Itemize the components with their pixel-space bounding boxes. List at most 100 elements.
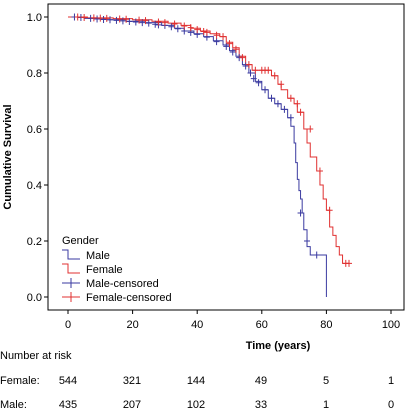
censor-mark-male [255, 79, 262, 87]
risk-rows: Female: 544 321 144 49 5 1 Male: 435 207 102 33 1 0 [0, 375, 394, 408]
x-axis-title: Time (years) [246, 340, 311, 352]
legend-label: Male-censored [86, 278, 159, 290]
censor-mark-female [200, 28, 207, 36]
censor-mark-female [194, 26, 201, 34]
censor-mark-female [265, 66, 272, 74]
risk-value: 33 [255, 399, 267, 408]
x-tick-label: 0 [65, 319, 71, 331]
censor-mark-female [297, 108, 304, 116]
censor-mark-female [181, 22, 188, 30]
censor-mark-male [213, 38, 220, 46]
censor-mark-female [90, 14, 97, 22]
risk-value: 49 [255, 375, 267, 387]
legend-swatch [62, 278, 80, 288]
censor-mark-male [168, 23, 175, 31]
censor-mark-male [229, 48, 236, 56]
censor-mark-female [232, 45, 239, 53]
curve-female [68, 16, 350, 264]
x-tick-label: 60 [256, 319, 268, 331]
plot-frame [47, 3, 405, 311]
risk-value: 0 [388, 399, 394, 408]
censor-mark-female [271, 72, 278, 80]
censor-mark-male [304, 237, 311, 245]
x-tick-label: 40 [191, 319, 203, 331]
risk-value: 321 [123, 375, 141, 387]
risk-value: 544 [59, 375, 77, 387]
censor-mark-male [250, 75, 257, 83]
risk-value: 1 [388, 375, 394, 387]
censor-mark-male [247, 69, 254, 77]
censor-mark-female [123, 15, 130, 23]
censor-mark-male [274, 100, 281, 108]
y-axis-title: Cumulative Survival [2, 104, 14, 209]
x-tick-label: 80 [320, 319, 332, 331]
censor-mark-female [155, 18, 162, 26]
legend-label: Female [86, 264, 123, 276]
censor-mark-female [136, 16, 143, 24]
y-axis: 0.0 0.2 0.4 0.6 0.8 1.0 [27, 12, 48, 304]
censor-mark-female [346, 259, 353, 267]
y-tick-label: 1.0 [27, 12, 42, 24]
legend-items: Male Female Male-censored Female-censored [62, 249, 172, 304]
y-tick-label: 0.2 [27, 236, 42, 248]
censor-mark-female [220, 33, 227, 41]
censor-mark-female [74, 13, 81, 21]
censor-mark-male [262, 86, 269, 94]
legend-label: Male [86, 250, 110, 262]
legend-swatch [62, 249, 80, 260]
censor-mark-female [326, 206, 333, 214]
censor-marks [71, 13, 353, 267]
risk-value: 5 [323, 375, 329, 387]
censor-mark-female [245, 61, 252, 69]
risk-value: 102 [187, 399, 205, 408]
y-tick-label: 0.6 [27, 124, 42, 136]
censor-mark-female [316, 167, 323, 175]
censor-mark-male [113, 16, 120, 24]
censor-mark-female [161, 19, 168, 27]
x-tick-label: 100 [382, 319, 400, 331]
y-tick-label: 0.0 [27, 292, 42, 304]
censor-mark-female [287, 94, 294, 102]
risk-row-label: Female: [0, 375, 40, 387]
censor-mark-female [203, 28, 210, 36]
censor-mark-male [268, 94, 275, 102]
risk-value: 144 [187, 375, 205, 387]
censor-mark-male [119, 17, 126, 25]
legend-swatch [62, 292, 80, 302]
censor-mark-female [142, 17, 149, 25]
censor-mark-female [278, 80, 285, 88]
censor-mark-male [242, 62, 249, 70]
censor-mark-female [171, 20, 178, 28]
risk-value: 1 [323, 399, 329, 408]
censor-mark-female [294, 100, 301, 108]
censor-mark-male [145, 19, 152, 27]
x-axis: 0 20 40 60 80 100 [65, 310, 400, 331]
risk-table: Number at risk Female: 544 321 144 49 5 1 Male:… [0, 350, 394, 408]
censor-mark-female [103, 14, 110, 22]
y-tick-label: 0.8 [27, 68, 42, 80]
x-tick-label: 20 [126, 319, 138, 331]
censor-mark-male [313, 251, 320, 259]
legend-swatch [62, 263, 80, 274]
censor-mark-female [239, 54, 246, 62]
legend-label: Female-censored [86, 292, 172, 304]
censor-mark-female [97, 14, 104, 22]
risk-table-title: Number at risk [0, 350, 72, 362]
censor-mark-female [213, 31, 220, 39]
censor-mark-male [132, 18, 139, 26]
risk-row-label: Male: [0, 399, 27, 408]
y-tick-label: 0.4 [27, 180, 42, 192]
legend: Gender Male Female Male-censored Female-cen… [62, 235, 172, 304]
risk-value: 435 [59, 399, 77, 408]
censor-mark-male [126, 17, 133, 25]
risk-value: 207 [123, 399, 141, 408]
censor-mark-female [187, 24, 194, 32]
censor-mark-male [281, 105, 288, 113]
censor-mark-male [94, 15, 101, 23]
legend-title: Gender [62, 235, 99, 247]
censor-mark-female [116, 15, 123, 23]
censor-mark-male [100, 16, 107, 24]
censor-mark-female [81, 14, 88, 22]
censor-mark-male [152, 20, 159, 28]
